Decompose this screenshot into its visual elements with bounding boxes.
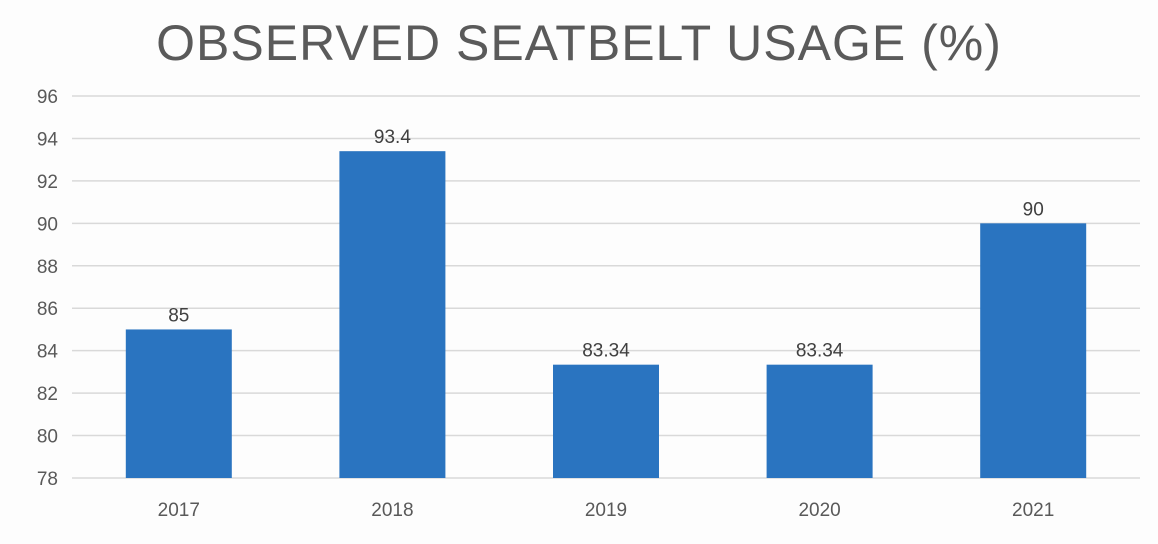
bar-2017 (125, 329, 232, 478)
data-label-2018: 93.4 (374, 127, 411, 148)
bar-2021 (980, 223, 1087, 478)
x-tick-label-2019: 2019 (585, 500, 627, 521)
chart-title: OBSERVED SEATBELT USAGE (%) (156, 15, 1002, 71)
bar-2019 (553, 364, 659, 478)
x-tick-label-2021: 2021 (1012, 500, 1054, 521)
x-tick-label-2020: 2020 (798, 500, 840, 521)
bar-2018 (339, 151, 446, 478)
y-tick-label: 90 (37, 214, 58, 235)
y-tick-label: 84 (37, 342, 59, 363)
y-tick-label: 78 (37, 469, 58, 490)
x-tick-label-2017: 2017 (158, 500, 200, 521)
y-tick-label: 82 (37, 384, 58, 405)
y-tick-label: 94 (37, 129, 59, 150)
y-tick-label: 96 (37, 87, 58, 108)
data-label-2021: 90 (1023, 199, 1044, 220)
bar-2020 (766, 364, 873, 478)
y-tick-label: 88 (37, 257, 58, 278)
data-label-2017: 85 (168, 305, 189, 326)
data-labels: 85 93.4 83.34 83.34 90 (168, 127, 1044, 361)
bars (125, 151, 1087, 478)
y-tick-label: 92 (37, 172, 58, 193)
x-tick-label-2018: 2018 (371, 500, 413, 521)
data-label-2019: 83.34 (582, 341, 630, 362)
y-axis-ticks: 78 80 82 84 86 88 90 92 94 96 (37, 87, 59, 490)
y-tick-label: 80 (37, 427, 58, 448)
data-label-2020: 83.34 (796, 341, 844, 362)
x-axis-ticks: 2017 2018 2019 2020 2021 (158, 500, 1055, 521)
y-tick-label: 86 (37, 299, 58, 320)
